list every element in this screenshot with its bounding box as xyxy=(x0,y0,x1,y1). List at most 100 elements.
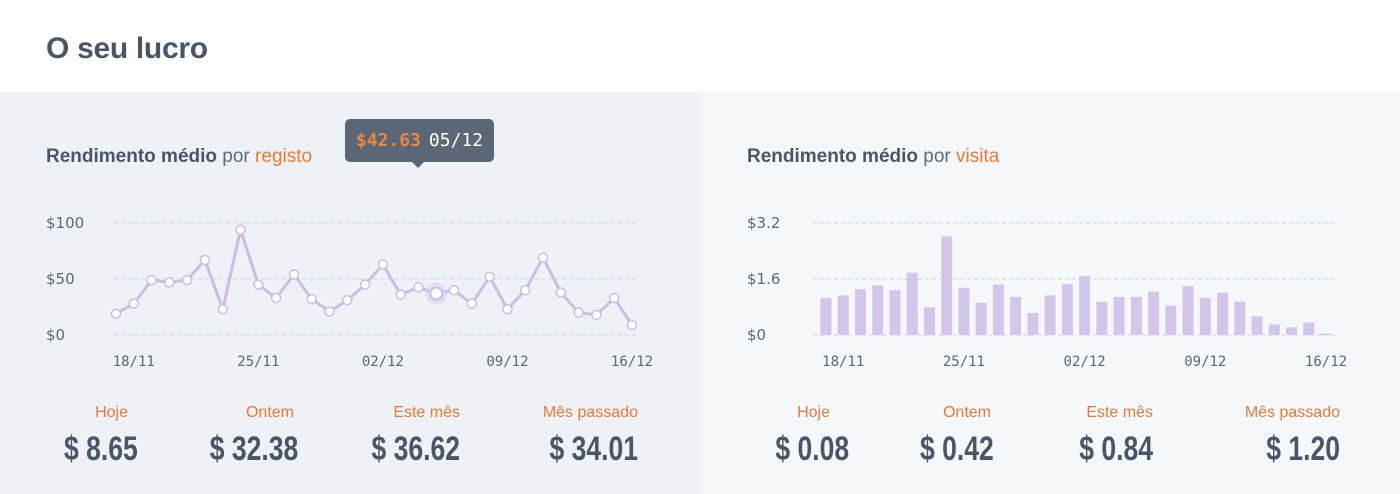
stat-label: Hoje xyxy=(95,404,128,421)
chart-title: Rendimento médio por registo xyxy=(46,146,312,168)
data-point xyxy=(270,292,282,304)
data-point xyxy=(555,287,567,298)
line-chart: $0 $50 $100 18/11 25/11 02/12 09/12 16/12 xyxy=(46,214,653,370)
x-tick-label: 16/12 xyxy=(611,354,653,370)
bar xyxy=(1199,297,1211,335)
data-point xyxy=(110,308,122,319)
chart-title-connector: por xyxy=(222,146,250,167)
x-tick-label: 18/11 xyxy=(113,354,155,370)
bar xyxy=(1148,291,1160,335)
bar xyxy=(906,272,918,335)
stat-value: $ 0.42 xyxy=(920,430,994,468)
data-point xyxy=(484,271,495,283)
chart-title-strong: Rendimento médio xyxy=(46,146,218,167)
chart-title: Rendimento médio por visita xyxy=(747,146,999,168)
bar xyxy=(1010,296,1022,335)
data-point xyxy=(235,224,246,235)
x-tick-label: 09/12 xyxy=(1184,354,1226,370)
data-point xyxy=(448,284,460,296)
stat-label: Mês passado xyxy=(1244,404,1340,421)
chart-title-metric: registo xyxy=(255,146,313,167)
highlighted-point xyxy=(429,286,444,301)
stat-last-month: Mês passado $ 34.01 xyxy=(516,404,638,469)
stat-value: $ 1.20 xyxy=(1266,430,1340,468)
stat-last-month: Mês passado $ 1.20 xyxy=(1200,404,1340,469)
data-point xyxy=(217,303,229,315)
data-point xyxy=(626,319,638,331)
bar xyxy=(889,290,901,335)
bar xyxy=(872,285,884,335)
data-point xyxy=(253,279,264,290)
data-point xyxy=(359,279,371,290)
stat-label: Ontem xyxy=(942,404,991,421)
stat-value: $ 36.62 xyxy=(371,430,460,468)
bar xyxy=(1217,292,1229,335)
stat-yesterday: Ontem $ 0.42 xyxy=(900,404,994,469)
tooltip-date: 05/12 xyxy=(428,130,484,151)
bar xyxy=(1182,286,1194,335)
stat-value: $ 32.38 xyxy=(209,430,299,468)
stat-value: $ 0.08 xyxy=(775,430,850,468)
data-point xyxy=(466,298,478,309)
bar xyxy=(958,287,970,335)
data-point xyxy=(146,274,157,286)
stats-row: Hoje $ 0.08 Ontem $ 0.42 Este mês $ 0.84… xyxy=(760,404,1340,484)
bar xyxy=(1320,333,1332,335)
revenue-per-visit-panel: Rendimento médio por visita $0 $1.6 $3.2 18… xyxy=(700,92,1400,494)
data-point xyxy=(342,295,353,306)
bar xyxy=(1165,305,1177,335)
stat-today: Hoje $ 0.08 xyxy=(760,404,850,469)
x-tick-label: 16/12 xyxy=(1305,354,1347,370)
data-point xyxy=(164,277,175,288)
data-point xyxy=(377,259,389,270)
x-tick-label: 02/12 xyxy=(362,354,404,370)
stat-today: Hoje $ 8.65 xyxy=(46,404,138,469)
chart-title-connector: por xyxy=(923,146,951,167)
stat-yesterday: Ontem $ 32.38 xyxy=(186,404,299,469)
bar xyxy=(1096,301,1108,335)
x-tick-label: 09/12 xyxy=(486,354,528,370)
bar xyxy=(1130,296,1142,335)
x-tick-label: 25/11 xyxy=(237,354,279,370)
data-point xyxy=(395,289,406,300)
chart-title-metric: visita xyxy=(956,146,1000,167)
page-title: O seu lucro xyxy=(46,32,208,65)
y-tick-label: $3.2 xyxy=(747,214,780,232)
bar xyxy=(1061,284,1073,335)
bar xyxy=(820,298,832,335)
stat-label: Este mês xyxy=(1086,404,1153,421)
series-line xyxy=(115,228,634,326)
data-point xyxy=(181,274,193,286)
bar xyxy=(1303,322,1315,335)
stat-this-month: Este mês $ 0.84 xyxy=(1050,404,1153,469)
bar-chart: $0 $1.6 $3.2 18/11 25/11 02/12 09/12 16/12 xyxy=(747,214,1347,370)
bar xyxy=(854,289,866,335)
stat-label: Mês passado xyxy=(542,404,638,421)
stat-this-month: Este mês $ 36.62 xyxy=(346,404,460,469)
x-tick-label: 02/12 xyxy=(1064,354,1106,370)
stat-label: Ontem xyxy=(245,404,294,421)
data-point xyxy=(573,307,584,318)
chart-title-strong: Rendimento médio xyxy=(747,146,919,167)
stat-value: $ 0.84 xyxy=(1079,430,1153,468)
bar xyxy=(975,302,987,335)
data-point xyxy=(199,254,211,266)
bar xyxy=(941,236,953,335)
data-point xyxy=(324,306,335,317)
bar xyxy=(1286,327,1298,335)
stat-label: Hoje xyxy=(797,404,830,421)
bar xyxy=(1234,301,1246,335)
bar xyxy=(1079,276,1091,335)
data-point xyxy=(608,292,620,304)
stat-value: $ 34.01 xyxy=(549,430,638,468)
tooltip-value: $42.63 xyxy=(355,130,421,151)
stats-row: Hoje $ 8.65 Ontem $ 32.38 Este mês $ 36.… xyxy=(46,404,638,484)
x-tick-label: 25/11 xyxy=(943,354,985,370)
y-tick-label: $0 xyxy=(46,326,65,344)
data-point xyxy=(519,284,531,296)
data-point xyxy=(306,293,317,305)
bar xyxy=(1113,296,1125,335)
bar xyxy=(1251,316,1263,335)
y-tick-label: $100 xyxy=(46,214,84,232)
y-tick-label: $50 xyxy=(46,270,75,288)
